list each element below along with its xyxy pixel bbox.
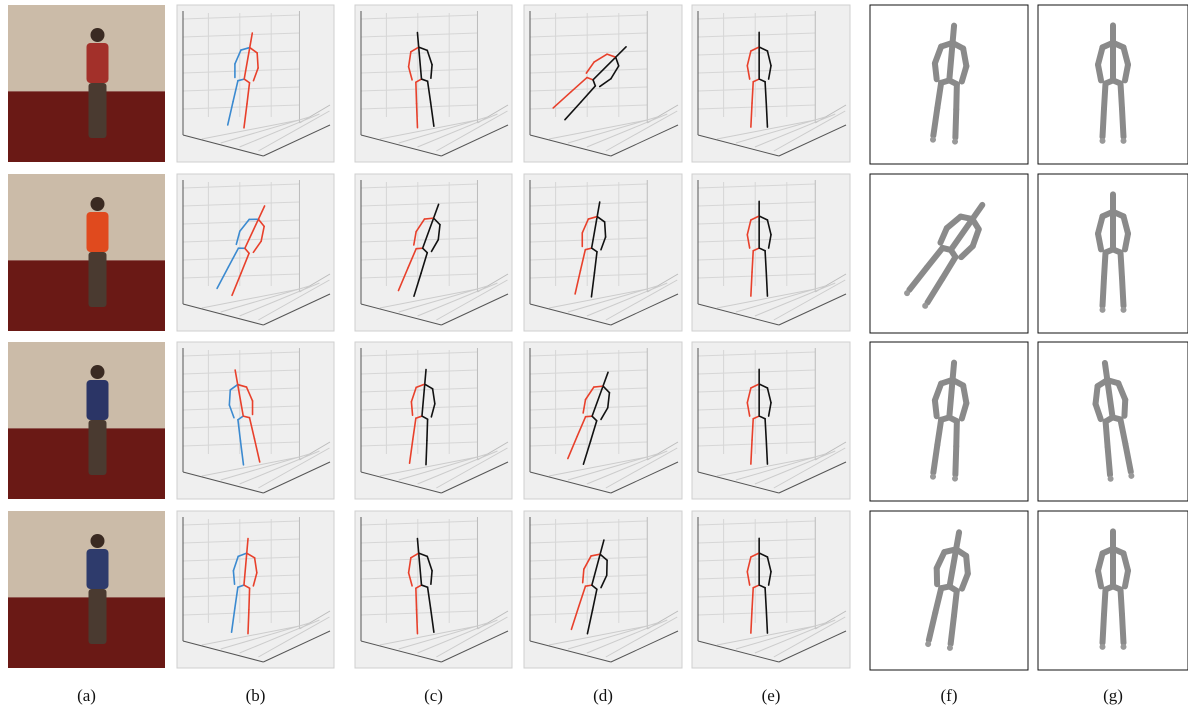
mesh-limb [934,63,939,79]
mesh-limb [1125,571,1128,587]
floor [8,91,165,162]
joint [1100,138,1106,144]
mesh-frame [870,342,1028,501]
person-body [87,43,109,83]
mesh-limb [954,109,958,137]
mesh-limb [1125,65,1128,81]
axes-pane [355,511,512,668]
joint [1121,138,1127,144]
mesh-limb [1103,109,1105,137]
axes-pane [692,342,850,499]
person-body [87,212,109,252]
axes-pane [692,174,850,331]
mesh-limb [1121,590,1123,615]
mesh-limb [933,108,937,136]
axes-pane [692,5,850,162]
column-label: (c) [424,686,443,705]
mesh-limb [1104,253,1106,278]
person-head [90,197,104,211]
axes-pane [355,5,512,162]
mesh-limb [955,421,959,446]
person-legs [89,83,107,138]
mesh-frame [870,174,1028,333]
mesh-limb [1122,278,1124,306]
mesh-limb [1098,65,1101,81]
axes-pane [524,342,682,499]
axes-pane [524,511,682,668]
column-label: (d) [593,686,613,705]
column-label: (b) [246,686,266,705]
mesh-limb [949,380,952,418]
mesh-limb [933,445,937,473]
mesh-limb [1103,278,1105,306]
column-label: (a) [77,686,96,705]
joint [1121,644,1127,650]
mesh-limb [934,568,940,584]
mesh-limb [954,446,958,474]
joint [1121,307,1127,313]
person-legs [89,589,107,644]
column-label: (e) [762,686,781,705]
axes-pane [355,174,512,331]
person-head [90,28,104,42]
mesh-frame [870,5,1028,164]
floor [8,428,165,499]
figure: (a) (b) (c) (d) (e) (f) (g) [0,0,1188,709]
mesh-limb [1121,253,1123,278]
axes-pane [177,174,334,331]
mesh-limb [937,420,941,445]
person-body [87,380,109,420]
axes-pane [177,511,334,668]
floor [8,597,165,668]
floor [8,260,165,331]
mesh-limb [937,83,941,108]
mesh-limb [1122,109,1124,137]
mesh-limb [1104,422,1109,447]
joint [1100,644,1106,650]
mesh-limb [934,400,939,416]
mesh-limb [1122,400,1127,416]
column-label: (g) [1103,686,1123,705]
mesh-limb [1103,615,1105,643]
person-head [90,534,104,548]
axes-pane [355,342,512,499]
person-legs [89,420,107,475]
mesh-limb [1098,234,1101,250]
person-body [87,549,109,589]
person-legs [89,252,107,307]
joint [1100,307,1106,313]
mesh-limb [1121,84,1123,109]
mesh-limb [1104,590,1106,615]
axes-pane [692,511,850,668]
mesh-limb [1125,234,1128,250]
column-label: (f) [941,686,958,705]
axes-pane [177,342,334,499]
mesh-limb [1104,84,1106,109]
mesh-limb [1106,447,1111,475]
person-head [90,365,104,379]
mesh-limb [1122,615,1124,643]
mesh-limb [949,43,952,81]
mesh-limb [1098,571,1101,587]
axes-pane [177,5,334,162]
mesh-limb [955,84,959,109]
axes-pane [524,174,682,331]
